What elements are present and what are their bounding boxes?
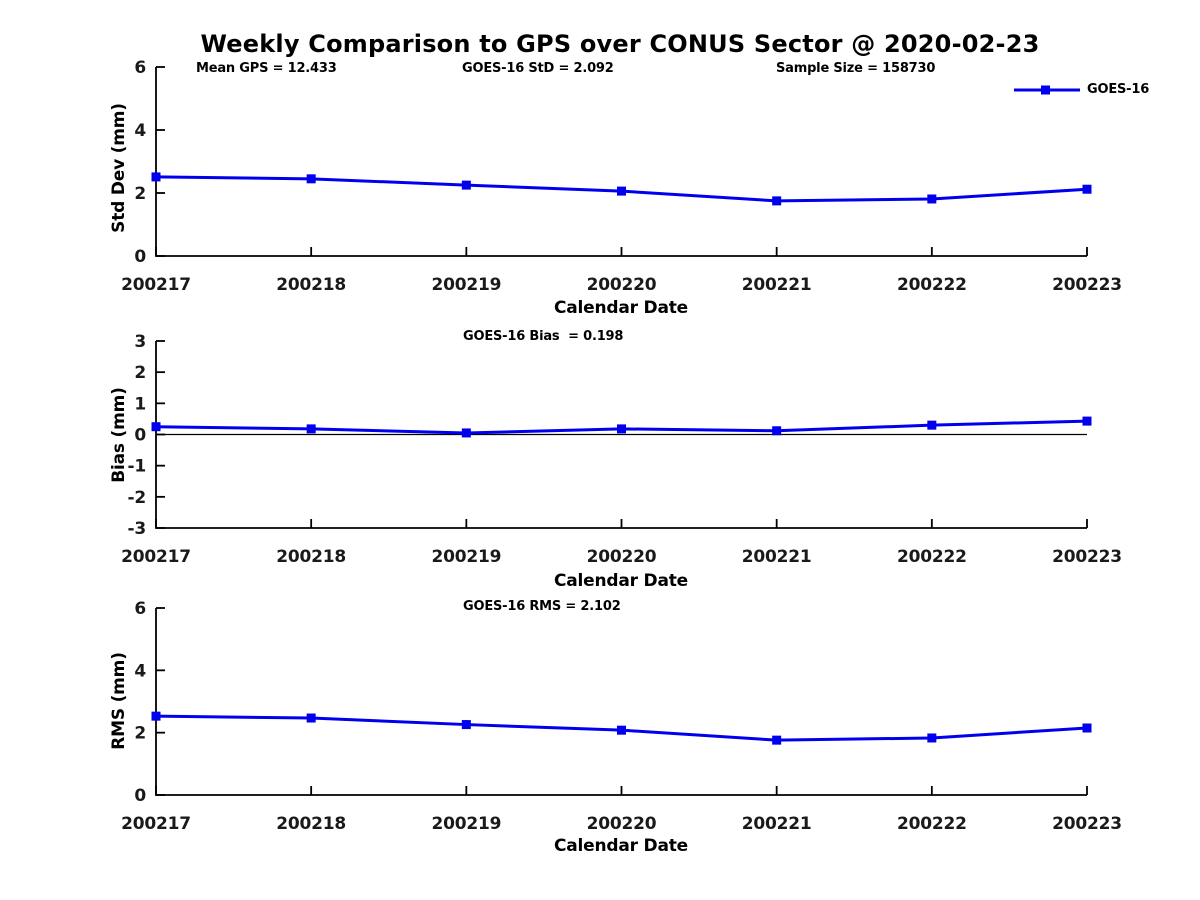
x-tick-label: 200218	[276, 814, 346, 834]
data-point-marker	[772, 735, 782, 745]
legend-marker-icon	[1041, 85, 1050, 94]
x-tick-label: 200222	[897, 814, 967, 834]
y-tick-label: 0	[134, 247, 146, 267]
legend-label: GOES-16	[1087, 82, 1150, 97]
y-axis-label-rms: RMS (mm)	[109, 652, 129, 750]
y-tick-label: -3	[128, 519, 146, 539]
axis-frame	[155, 608, 1087, 796]
x-tick-label: 200221	[742, 275, 812, 295]
data-point-marker	[306, 174, 316, 184]
axis-frame	[155, 67, 1087, 257]
x-tick-label: 200220	[587, 275, 657, 295]
data-point-marker	[772, 196, 782, 206]
x-tick-label: 200223	[1052, 547, 1122, 567]
legend-line-sample	[1014, 85, 1080, 94]
data-point-marker	[151, 711, 161, 721]
y-tick-label: 2	[134, 363, 146, 383]
y-tick-label: 0	[134, 786, 146, 806]
x-tick-label: 200219	[431, 275, 501, 295]
x-tick-label: 200218	[276, 547, 346, 567]
y-tick-label: 2	[134, 724, 146, 744]
y-tick-label: 0	[134, 426, 146, 446]
chart-title: Weekly Comparison to GPS over CONUS Sect…	[200, 30, 1040, 58]
x-axis-label-stddev: Calendar Date	[554, 298, 688, 318]
panel-bias: 3 2 1 0 -1 -2 -3 200217 200218 200219 200220 200221…	[121, 332, 1122, 567]
x-tick-label: 200221	[742, 814, 812, 834]
annotation-sample-size: Sample Size = 158730	[776, 61, 936, 76]
y-tick-label: 2	[134, 184, 146, 204]
data-point-marker	[1082, 723, 1092, 733]
x-tick-label: 200218	[276, 275, 346, 295]
x-tick-label: 200219	[431, 547, 501, 567]
data-point-marker	[617, 424, 626, 434]
annotation-goes16-bias: GOES-16 Bias = 0.198	[463, 329, 624, 344]
y-tick-label: -2	[128, 488, 146, 508]
x-tick-label: 200220	[587, 547, 657, 567]
data-point-marker	[306, 424, 316, 434]
data-point-marker	[617, 186, 626, 196]
y-tick-label: 1	[134, 394, 146, 414]
data-point-marker	[461, 180, 471, 190]
data-point-marker	[1082, 184, 1092, 194]
y-tick-label: 6	[134, 58, 146, 78]
y-tick-label: 6	[134, 599, 146, 619]
y-axis-label-stddev: Std Dev (mm)	[109, 103, 129, 233]
x-tick-label: 200223	[1052, 814, 1122, 834]
data-point-marker	[461, 428, 471, 438]
data-point-marker	[617, 725, 626, 735]
x-tick-label: 200217	[121, 814, 191, 834]
x-tick-label: 200222	[897, 275, 967, 295]
data-point-marker	[151, 422, 161, 432]
panel-stddev: 0 2 4 6 200217 200218 200219 200220 200221 200222…	[121, 58, 1122, 295]
y-axis-label-bias: Bias (mm)	[109, 387, 129, 483]
annotation-mean-gps: Mean GPS = 12.433	[196, 61, 337, 76]
annotation-goes16-std: GOES-16 StD = 2.092	[462, 61, 614, 76]
x-tick-label: 200220	[587, 814, 657, 834]
x-tick-label: 200219	[431, 814, 501, 834]
data-point-marker	[927, 420, 937, 430]
x-axis-label-bias: Calendar Date	[554, 571, 688, 591]
x-tick-label: 200221	[742, 547, 812, 567]
y-tick-label: 4	[134, 661, 146, 681]
annotation-goes16-rms: GOES-16 RMS = 2.102	[463, 599, 621, 614]
data-point-marker	[461, 720, 471, 730]
y-tick-label: -1	[128, 457, 146, 477]
data-point-marker	[1082, 416, 1092, 426]
data-point-marker	[772, 426, 782, 436]
x-tick-label: 200217	[121, 547, 191, 567]
data-point-marker	[927, 733, 937, 743]
x-tick-label: 200222	[897, 547, 967, 567]
y-tick-label: 3	[134, 332, 146, 352]
data-point-marker	[151, 172, 161, 182]
x-tick-label: 200217	[121, 275, 191, 295]
panel-rms: 0 2 4 6 200217 200218 200219 200220 200221 200222…	[121, 599, 1122, 834]
x-tick-label: 200223	[1052, 275, 1122, 295]
data-point-marker	[306, 713, 316, 723]
legend: GOES-16	[1014, 82, 1149, 97]
y-tick-label: 4	[134, 121, 146, 141]
x-axis-label-rms: Calendar Date	[554, 836, 688, 856]
data-point-marker	[927, 194, 937, 204]
